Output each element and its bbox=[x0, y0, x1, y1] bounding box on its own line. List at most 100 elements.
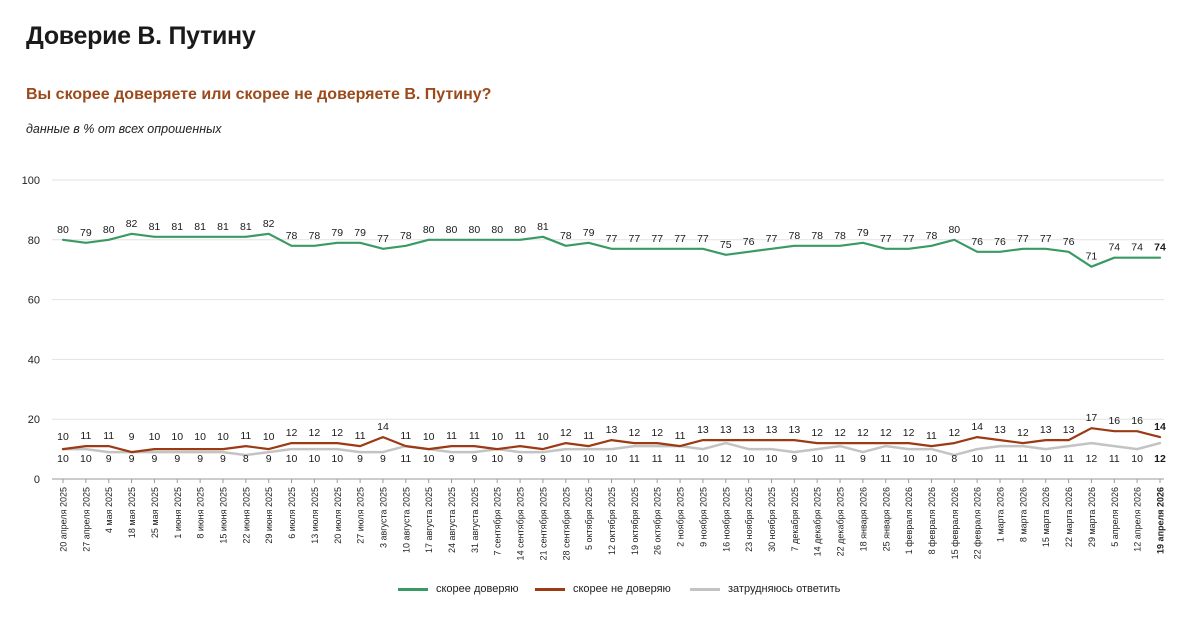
y-tick-label: 20 bbox=[28, 414, 40, 426]
data-label-undecided: 10 bbox=[811, 453, 823, 465]
data-label-distrust: 16 bbox=[1108, 415, 1120, 427]
data-label-undecided: 10 bbox=[1131, 453, 1143, 465]
data-label-trust: 77 bbox=[629, 233, 641, 245]
data-label-undecided: 9 bbox=[540, 453, 546, 465]
data-label-trust: 74 bbox=[1131, 242, 1143, 254]
data-label-trust: 80 bbox=[948, 224, 960, 236]
x-tick-label: 19 октября 2025 bbox=[630, 487, 640, 555]
data-label-undecided: 10 bbox=[903, 453, 915, 465]
legend-swatch-distrust bbox=[535, 587, 565, 591]
data-label-undecided: 9 bbox=[220, 453, 226, 465]
data-label-trust: 82 bbox=[126, 218, 138, 230]
x-tick-label: 27 апреля 2025 bbox=[81, 487, 91, 552]
x-tick-labels: 20 апреля 2025 27 апреля 2025 4 мая 2025 18… bbox=[59, 487, 1166, 560]
x-tick-label: 5 октября 2025 bbox=[584, 487, 594, 550]
data-label-trust: 78 bbox=[926, 230, 938, 242]
data-label-undecided: 11 bbox=[1063, 453, 1074, 465]
data-label-undecided: 10 bbox=[606, 453, 618, 465]
data-label-distrust: 12 bbox=[331, 427, 343, 439]
data-label-distrust: 12 bbox=[834, 427, 846, 439]
x-tick-label: 15 марта 2026 bbox=[1041, 487, 1051, 547]
series-line-distrust bbox=[61, 427, 1162, 454]
legend-item-undecided: затрудняюсь ответить bbox=[690, 583, 840, 595]
x-tick-label: 5 апреля 2026 bbox=[1110, 487, 1120, 547]
x-tick-label: 14 сентября 2025 bbox=[516, 487, 526, 560]
chart-legend: скорее доверяю скорее не доверяю затрудн… bbox=[0, 583, 1200, 603]
x-tick-label: 3 августа 2025 bbox=[378, 487, 388, 548]
x-tick-label: 1 марта 2026 bbox=[996, 487, 1006, 542]
data-label-distrust: 10 bbox=[149, 431, 161, 443]
x-tick-label: 25 мая 2025 bbox=[150, 487, 160, 538]
x-tick-label: 1 июня 2025 bbox=[173, 487, 183, 539]
data-label-trust: 77 bbox=[880, 233, 892, 245]
data-label-distrust: 10 bbox=[491, 431, 503, 443]
x-tick-label: 19 апреля 2026 bbox=[1156, 487, 1166, 554]
data-label-undecided: 11 bbox=[652, 453, 663, 465]
x-tick-label: 7 сентября 2025 bbox=[493, 487, 503, 555]
data-label-trust: 77 bbox=[697, 233, 709, 245]
data-label-trust: 78 bbox=[560, 230, 572, 242]
data-label-distrust: 13 bbox=[743, 424, 755, 436]
data-label-undecided: 10 bbox=[926, 453, 938, 465]
data-label-trust: 77 bbox=[606, 233, 618, 245]
x-tick-label: 1 февраля 2026 bbox=[904, 487, 914, 554]
data-label-distrust: 13 bbox=[1063, 424, 1075, 436]
x-tick-label: 27 июля 2025 bbox=[356, 487, 366, 544]
data-label-distrust: 13 bbox=[697, 424, 709, 436]
data-label-undecided: 9 bbox=[174, 453, 180, 465]
data-label-trust: 80 bbox=[423, 224, 435, 236]
data-label-distrust: 10 bbox=[217, 431, 229, 443]
data-label-trust: 74 bbox=[1108, 242, 1120, 254]
data-label-undecided: 9 bbox=[860, 453, 866, 465]
x-tick-label: 20 апреля 2025 bbox=[59, 487, 69, 552]
data-label-trust: 76 bbox=[971, 236, 983, 248]
data-label-distrust: 10 bbox=[537, 431, 549, 443]
legend-label-trust: скорее доверяю bbox=[436, 583, 519, 595]
data-label-distrust: 11 bbox=[446, 430, 457, 442]
data-label-distrust: 12 bbox=[811, 427, 823, 439]
data-label-undecided: 11 bbox=[400, 453, 411, 465]
data-label-distrust: 10 bbox=[57, 431, 69, 443]
x-tick-label: 18 января 2026 bbox=[858, 487, 868, 551]
data-label-trust: 77 bbox=[1017, 233, 1029, 245]
data-label-distrust: 9 bbox=[129, 431, 135, 443]
legend-label-undecided: затрудняюсь ответить bbox=[728, 583, 841, 595]
data-label-trust: 81 bbox=[537, 221, 549, 233]
x-tick-label: 22 декабря 2025 bbox=[836, 487, 846, 556]
data-label-distrust: 12 bbox=[903, 427, 915, 439]
data-label-distrust: 11 bbox=[926, 430, 937, 442]
data-label-undecided: 10 bbox=[743, 453, 755, 465]
data-label-distrust: 11 bbox=[675, 430, 686, 442]
series-lines bbox=[61, 232, 1162, 457]
x-tick-label: 29 марта 2026 bbox=[1087, 487, 1097, 547]
data-label-distrust: 13 bbox=[994, 424, 1006, 436]
data-label-trust: 78 bbox=[811, 230, 823, 242]
data-label-trust: 79 bbox=[331, 227, 343, 239]
data-label-trust: 78 bbox=[400, 230, 412, 242]
data-label-trust: 80 bbox=[514, 224, 526, 236]
data-label-undecided: 10 bbox=[1040, 453, 1052, 465]
data-label-undecided: 11 bbox=[995, 453, 1006, 465]
x-tick-label: 22 марта 2026 bbox=[1064, 487, 1074, 547]
data-label-undecided: 10 bbox=[286, 453, 298, 465]
x-tick-label: 28 сентября 2025 bbox=[561, 487, 571, 560]
data-label-distrust: 12 bbox=[309, 427, 321, 439]
axis-layer: 0 20 40 60 80 100 bbox=[22, 175, 1164, 486]
page-title: Доверие В. Путину bbox=[26, 22, 256, 50]
data-label-trust: 77 bbox=[651, 233, 663, 245]
data-label-trust: 77 bbox=[903, 233, 915, 245]
data-label-undecided: 10 bbox=[971, 453, 983, 465]
data-label-undecided: 10 bbox=[309, 453, 321, 465]
data-label-distrust: 10 bbox=[423, 431, 435, 443]
data-label-trust: 80 bbox=[446, 224, 458, 236]
data-label-distrust: 12 bbox=[629, 427, 641, 439]
legend-swatch-undecided bbox=[690, 587, 720, 591]
data-label-trust: 78 bbox=[286, 230, 298, 242]
data-label-distrust: 10 bbox=[263, 431, 275, 443]
data-label-trust: 74 bbox=[1154, 242, 1166, 254]
data-label-undecided: 11 bbox=[1017, 453, 1028, 465]
data-label-trust: 77 bbox=[674, 233, 686, 245]
data-label-trust: 80 bbox=[469, 224, 481, 236]
y-tick-label: 40 bbox=[28, 354, 40, 366]
data-label-undecided: 11 bbox=[675, 453, 686, 465]
